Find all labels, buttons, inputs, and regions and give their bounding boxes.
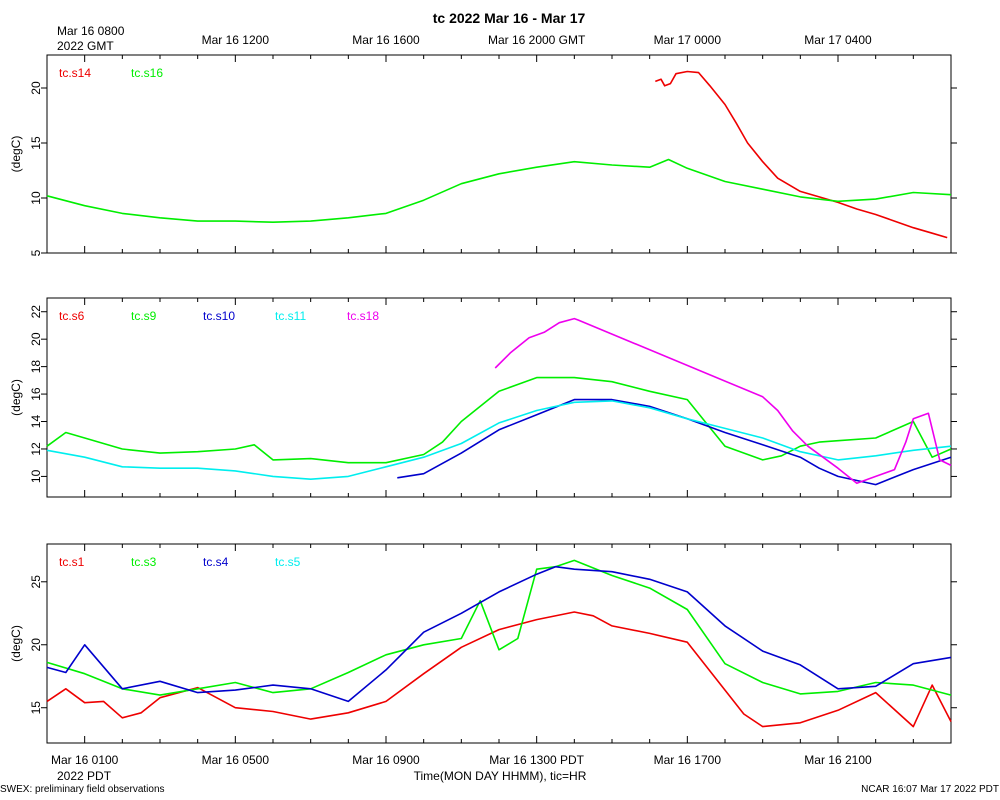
pdt-tick-labels: Mar 16 0100 Mar 16 0500 Mar 16 0900 Mar 16 … <box>51 753 872 767</box>
y-tick-label: 12 <box>29 442 43 456</box>
gmt-tick-label: Mar 17 0400 <box>804 33 872 47</box>
legend-tc-s14: tc.s14 <box>59 66 91 80</box>
y-tick-label: 10 <box>29 469 43 483</box>
series-line-tc-s10 <box>397 398 952 486</box>
legend-tc-s3: tc.s3 <box>131 555 157 569</box>
y-axis-label: (degC) <box>9 625 23 662</box>
pdt-year-label: 2022 PDT <box>57 769 112 783</box>
gmt-tick-labels: Mar 16 1200 Mar 16 1600 Mar 16 2000 GMT Mar… <box>202 33 872 47</box>
panel-1: 5 10 15 20 (degC) tc.s14 tc.s16 <box>9 54 957 256</box>
series-line-tc-s16 <box>46 158 952 223</box>
plot-frame <box>46 54 952 254</box>
y-axis-label: (degC) <box>9 379 23 416</box>
footer-left-note: SWEX: preliminary field observations <box>0 784 165 795</box>
y-tick-label: 22 <box>29 305 43 319</box>
legend-tc-s18: tc.s18 <box>347 309 379 323</box>
pdt-tick-label: Mar 16 1700 <box>654 753 722 767</box>
y-tick-label: 20 <box>29 81 43 95</box>
gmt-tick-label: Mar 16 1600 <box>352 33 420 47</box>
series-line-tc-s18 <box>494 317 952 485</box>
pdt-tick-label: Mar 16 0500 <box>202 753 270 767</box>
gmt-year-label: 2022 GMT <box>57 39 114 53</box>
plot-frame <box>46 543 952 744</box>
series-line-tc-s11 <box>46 400 952 481</box>
y-tick-label: 20 <box>29 332 43 346</box>
chart-title: tc 2022 Mar 16 - Mar 17 <box>433 10 586 26</box>
plot-frame <box>46 297 952 498</box>
chart-panels: 5 10 15 20 (degC) tc.s14 tc.s16 10 12 14 16 18 20 22 (… <box>9 54 957 744</box>
series-line-tc-s3 <box>46 559 952 696</box>
y-tick-label: 14 <box>29 415 43 429</box>
pdt-tick-label: Mar 16 1300 PDT <box>489 753 584 767</box>
y-tick-label: 20 <box>29 638 43 652</box>
y-tick-label: 25 <box>29 575 43 589</box>
pdt-tick-label: Mar 16 0100 <box>51 753 119 767</box>
y-axis-label: (degC) <box>9 136 23 173</box>
y-tick-label: 16 <box>29 387 43 401</box>
gmt-tick-label: Mar 17 0000 <box>654 33 722 47</box>
series-line-tc-s14 <box>655 70 948 239</box>
y-tick-label: 15 <box>29 701 43 715</box>
panel-2: 10 12 14 16 18 20 22 (degC) tc.s6 tc.s9 tc.s10 tc.s… <box>9 297 957 498</box>
legend-tc-s4: tc.s4 <box>203 555 229 569</box>
panel-3: 15 20 25 (degC) tc.s1 tc.s3 tc.s4 tc.s5 <box>9 543 957 744</box>
series-line-tc-s9 <box>46 376 952 464</box>
legend-tc-s5: tc.s5 <box>275 555 301 569</box>
pdt-tick-label: Mar 16 0900 <box>352 753 420 767</box>
legend-tc-s11: tc.s11 <box>275 309 306 323</box>
y-tick-label: 5 <box>29 249 43 256</box>
legend-tc-s9: tc.s9 <box>131 309 157 323</box>
legend-tc-s1: tc.s1 <box>59 555 85 569</box>
y-tick-label: 18 <box>29 360 43 374</box>
x-axis-label: Time(MON DAY HHMM), tic=HR <box>414 769 587 783</box>
legend-tc-s16: tc.s16 <box>131 66 163 80</box>
series-line-tc-s4 <box>46 565 952 703</box>
legend-tc-s10: tc.s10 <box>203 309 235 323</box>
y-tick-label: 15 <box>29 136 43 150</box>
footer-right-note: NCAR 16:07 Mar 17 2022 PDT <box>861 784 999 795</box>
gmt-tick-label: Mar 16 1200 <box>202 33 270 47</box>
pdt-tick-label: Mar 16 2100 <box>804 753 872 767</box>
series-line-tc-s1 <box>46 611 952 728</box>
y-tick-label: 10 <box>29 191 43 205</box>
legend-tc-s6: tc.s6 <box>59 309 85 323</box>
gmt-tick-label: Mar 16 2000 GMT <box>488 33 586 47</box>
gmt-start-label: Mar 16 0800 <box>57 24 125 38</box>
